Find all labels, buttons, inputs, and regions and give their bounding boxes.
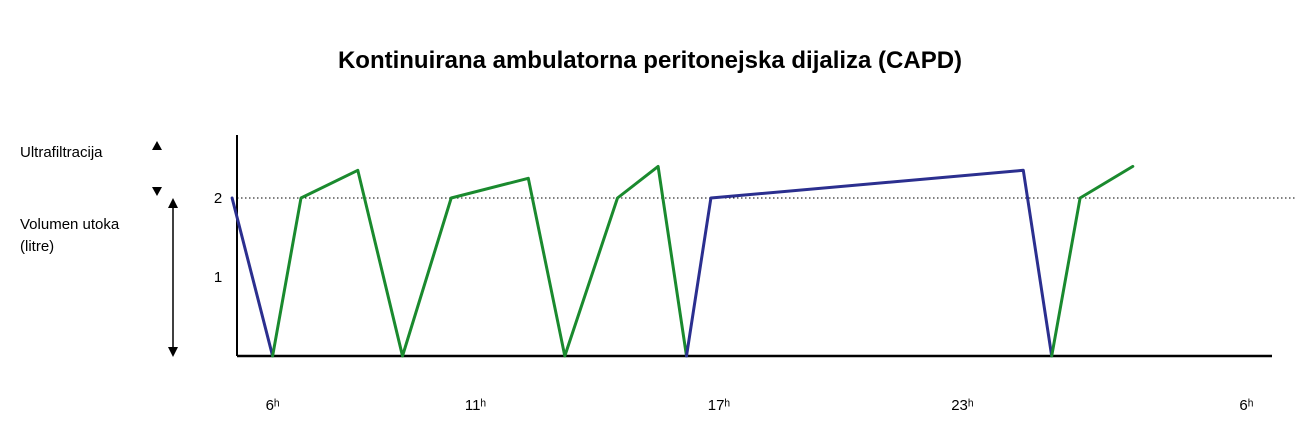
volume-arrow-up-icon	[168, 198, 178, 208]
drain-segment	[685, 168, 1054, 358]
drain-segment	[230, 196, 275, 358]
volume-label-line1: Volumen utoka	[20, 216, 120, 233]
fill-segment	[271, 164, 688, 358]
chart-title: Kontinuirana ambulatorna peritonejska di…	[338, 47, 962, 74]
fill-segment	[1050, 164, 1135, 358]
x-tick-label: 6ʰ	[1239, 397, 1253, 414]
arrow-up-icon	[152, 141, 162, 150]
x-tick-label: 23ʰ	[951, 397, 974, 414]
x-tick-label: 11ʰ	[465, 397, 487, 414]
x-tick-label: 17ʰ	[708, 397, 731, 414]
y-tick-label: 1	[214, 269, 222, 286]
arrow-down-icon	[152, 187, 162, 196]
x-tick-label: 6ʰ	[266, 397, 280, 414]
ultrafiltration-label: Ultrafiltracija	[20, 144, 103, 161]
y-tick-label: 2	[214, 190, 222, 207]
x-tick-labels: 6ʰ 11ʰ 17ʰ 23ʰ 6ʰ	[266, 397, 1254, 414]
volume-label-line2: (litre)	[20, 238, 54, 255]
series	[230, 164, 1135, 358]
y-tick-labels: 21	[214, 190, 222, 286]
volume-arrow-down-icon	[168, 347, 178, 357]
axes	[236, 135, 1296, 358]
